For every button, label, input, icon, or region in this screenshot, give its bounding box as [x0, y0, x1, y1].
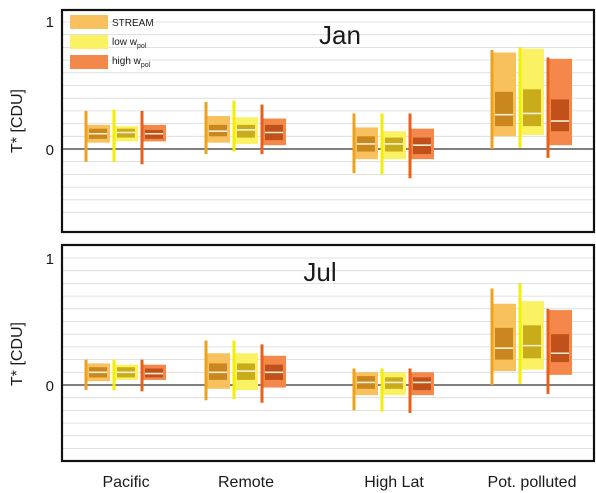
legend-label-low: low wpol	[112, 37, 147, 50]
panel-jul-title: Jul	[303, 257, 336, 287]
panel-jan-pot-polluted-stream-iqr-box	[495, 91, 513, 127]
x-label-pacific: Pacific	[102, 474, 149, 491]
x-label-pot-polluted: Pot. polluted	[488, 474, 577, 491]
panel-jan-ytick-0: 0	[46, 142, 54, 159]
legend-label-high: high wpol	[112, 56, 151, 69]
panel-jul-pot-polluted-low-iqr-box	[523, 325, 541, 359]
panel-jul-pot-polluted-stream-iqr-box	[495, 327, 513, 360]
panel-jul-boxes	[84, 283, 572, 413]
legend: STREAM low wpol high wpol	[70, 15, 154, 69]
panel-jan-ytick-1: 1	[46, 14, 54, 31]
panel-jul-pot-polluted-high-iqr-box	[551, 334, 569, 363]
panel-jul-high-lat-high-iqr-box	[413, 377, 431, 391]
panel-jul-ytick-0: 0	[46, 378, 54, 395]
legend-swatch-high	[70, 55, 108, 69]
panel-jul-ytick-1: 1	[46, 251, 54, 268]
legend-label-stream: STREAM	[112, 18, 154, 29]
panel-jan-ylabel: T* [CDU]	[9, 89, 26, 153]
panel-jul-frame	[60, 243, 596, 463]
panel-jan-frame	[60, 8, 596, 234]
legend-swatch-stream	[70, 15, 108, 29]
x-label-high-lat: High Lat	[364, 474, 424, 491]
panel-jan: Jan 1 0 T* [CDU] STREAM low wpol high wp…	[9, 8, 596, 234]
panel-jan-boxes	[84, 47, 572, 179]
panel-jan-pot-polluted-high-iqr-box	[551, 99, 569, 132]
panel-jul-ylabel: T* [CDU]	[9, 322, 26, 386]
panel-jan-pot-polluted-low-iqr-box	[523, 89, 541, 127]
panel-jan-remote-low-iqr-box	[237, 124, 255, 138]
x-label-remote: Remote	[218, 474, 274, 491]
panel-jul: Jul 1 0 T* [CDU]	[9, 243, 596, 463]
x-axis-labels: Pacific Remote High Lat Pot. polluted	[102, 474, 576, 491]
panel-jan-title: Jan	[319, 20, 361, 50]
legend-swatch-low	[70, 35, 108, 49]
